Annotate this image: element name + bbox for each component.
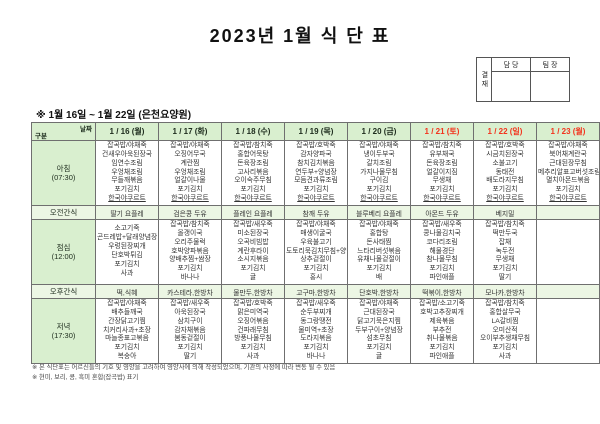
approval-stamp-label: 결재	[476, 57, 492, 102]
menu-cell	[536, 298, 600, 364]
menu-cell	[536, 219, 600, 285]
date-header-0: 1 / 16 (월)	[95, 122, 159, 141]
menu-cell: 떡볶이,한방차	[410, 284, 474, 299]
menu-cell: 잡곡밥/호박죽 시금치된장국 소불고기 동태전 배도라지무침 포기김치 한국야쿠르트	[473, 140, 537, 206]
menu-cell: 소고기죽 곤드레밥+달래양념장 우렁된장찌개 단호박튀김 포기김치 사과	[95, 219, 159, 285]
approval-col-timjang: 팀 장	[530, 57, 570, 72]
date-header-3: 1 / 19 (목)	[284, 122, 348, 141]
menu-cell: 베지밀	[473, 205, 537, 220]
menu-cell: 물만두,한방차	[221, 284, 285, 299]
menu-cell: 잡곡밥/소고기죽 호박고추장찌개 제육볶음 부추전 취나물볶음 포기김치 파인애플	[410, 298, 474, 364]
menu-table: 날짜 구분 1 / 16 (월) 1 / 17 (화) 1 / 18 (수) 1 / 19…	[31, 122, 600, 364]
menu-cell: 잡곡밥/새우죽 아욱된장국 삼치구이 감자채볶음 봄동겉절이 포기김치 딸기	[158, 298, 222, 364]
menu-cell: 잡곡밥/야채죽 근대된장국 닭고기묵은지찜 두부구이+양념장 섬초무침 포기김치 귤	[347, 298, 411, 364]
menu-cell: 잡곡밥/호박죽 맑은미역국 오징어볶음 건파래무침 방풍나물무침 포기김치 사과	[221, 298, 285, 364]
row-label: 오전간식	[31, 205, 96, 220]
menu-cell: 잡곡밥/호박죽 감자양파국 참치김치볶음 연두부+양념장 모듬견과류조림 포기김치 한국야쿠…	[284, 140, 348, 206]
menu-cell: 잡곡밥/참치죽 올갱이국 오리주물럭 호박양파볶음 양배추찜+쌈장 포기김치 바나나	[158, 219, 222, 285]
menu-cell	[536, 284, 600, 299]
menu-cell: 잡곡밥/새우죽 미소된장국 오곡비빔밥 계란후라이 소시지볶음 포기김치 귤	[221, 219, 285, 285]
approval-signature-cell	[530, 71, 570, 102]
menu-cell: 잡곡밥/참치죽 홍합살무국 LA갈비찜 오미산적 오이부추생채무침 포기김치 사과	[473, 298, 537, 364]
menu-cell: 떡,식혜	[95, 284, 159, 299]
menu-table-container: 날짜 구분 1 / 16 (월) 1 / 17 (화) 1 / 18 (수) 1 / 19…	[31, 122, 600, 364]
date-header-4: 1 / 20 (금)	[347, 122, 411, 141]
corner-date-type-cell: 날짜 구분	[31, 122, 96, 141]
row-label: 아침 (07:30)	[31, 140, 96, 206]
menu-cell: 모나카,한방차	[473, 284, 537, 299]
menu-cell: 검은콩 두유	[158, 205, 222, 220]
menu-cell: 블루베리 요플레	[347, 205, 411, 220]
approval-box: 결재 담 당 팀 장	[476, 57, 570, 102]
menu-cell: 카스테라,한방차	[158, 284, 222, 299]
footnote-line: ※ 현미, 보리, 콩, 흑미 혼합(잡곡밥) 표기	[32, 373, 139, 381]
date-header-6: 1 / 22 (일)	[473, 122, 537, 141]
date-header-7: 1 / 23 (월)	[536, 122, 600, 141]
footnote-line: ※ 본 식단표는 어르신들의 기호 및 영양을 고려하여 영양사에 의해 작성되…	[32, 364, 336, 371]
menu-cell: 고구마,한방차	[284, 284, 348, 299]
menu-cell: 잡곡밥/야채죽 냉이두부국 갈치조림 가지나물무침 구이김 포기김치 한국야쿠르트	[347, 140, 411, 206]
menu-cell: 잡곡밥/야채죽 북어채계란국 근대된장무침 메추리알표고버섯조림 멸치아몬드볶음 포기김치…	[536, 140, 600, 206]
menu-cell: 잡곡밥/참치죽 떡만두국 잡채 녹두전 무생채 포기김치 딸기	[473, 219, 537, 285]
row-label: 오후간식	[31, 284, 96, 299]
row-label: 저녁 (17:30)	[31, 298, 96, 364]
menu-cell: 잡곡밥/야채죽 오징어무국 계란찜 우엉채조림 얼갈이나물 포기김치 한국야쿠르트	[158, 140, 222, 206]
date-header-5: 1 / 21 (토)	[410, 122, 474, 141]
menu-cell: 아몬드 두유	[410, 205, 474, 220]
menu-cell: 잡곡밥/새우죽 콩나물김치국 코다리조림 해물경단 참나물무침 포기김치 파인애플	[410, 219, 474, 285]
date-header-2: 1 / 18 (수)	[221, 122, 285, 141]
menu-cell: 잡곡밥/참치죽 홍합어묵탕 돈육장조림 고사리볶음 오이숙주무침 포기김치 한국야쿠르트	[221, 140, 285, 206]
menu-cell: 잡곡밥/야채죽 건새우아욱된장국 임연수조림 우엉채조림 무들깨볶음 포기김치 한국야쿠르트	[95, 140, 159, 206]
menu-cell: 플레인 요플레	[221, 205, 285, 220]
approval-signature-cell	[491, 71, 531, 102]
week-range-subtitle: ※ 1월 16일 ~ 1월 22일 (은천요양원)	[36, 110, 192, 121]
date-header-1: 1 / 17 (화)	[158, 122, 222, 141]
menu-cell: 잡곡밥/참치죽 유부채국 돈육장조림 얼갈이지짐 무생채 포기김치 한국야쿠르트	[410, 140, 474, 206]
approval-col-damdang: 담 당	[491, 57, 531, 72]
menu-cell	[536, 205, 600, 220]
footnotes: ※ 본 식단표는 어르신들의 기호 및 영양을 고려하여 영양사에 의해 작성되…	[32, 363, 335, 383]
menu-cell: 참깨 두유	[284, 205, 348, 220]
menu-cell: 잡곡밥/야채죽 홍합탕 돈사태찜 느타리버섯볶음 유채나물겉절이 포기김치 배	[347, 219, 411, 285]
row-label: 점심 (12:00)	[31, 219, 96, 285]
menu-cell: 단호박,한방차	[347, 284, 411, 299]
menu-cell: 잡곡밥/새우죽 순두부찌개 동그랑땡전 물미역+초장 도라지볶음 포기김치 바나나	[284, 298, 348, 364]
menu-cell: 잡곡밥/야채죽 배추들깨국 간장닭고기찜 치커리사과+초장 마늘종표고볶음 포기김치 복숭아	[95, 298, 159, 364]
menu-cell: 딸기 요플레	[95, 205, 159, 220]
page-title: 2023년 1월 식 단 표	[209, 26, 391, 46]
